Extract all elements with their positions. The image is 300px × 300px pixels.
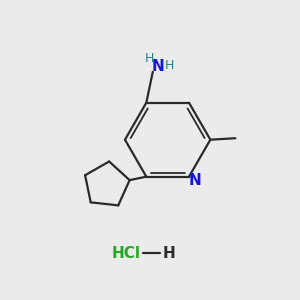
Text: H: H: [163, 246, 175, 261]
Text: N: N: [152, 59, 164, 74]
Text: HCl: HCl: [112, 246, 141, 261]
Text: H: H: [145, 52, 154, 65]
Text: N: N: [189, 173, 202, 188]
Text: H: H: [165, 58, 174, 71]
